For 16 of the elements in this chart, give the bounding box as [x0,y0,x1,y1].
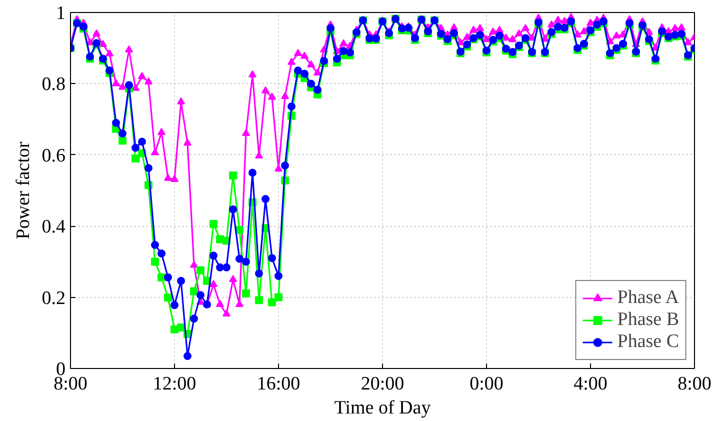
x-tick-label: 8:00 [678,374,712,394]
legend-label: Phase A [617,287,679,309]
x-tick-label: 0:00 [470,374,504,394]
y-tick-label: 0.4 [42,216,66,238]
y-tick-label: 0.6 [42,145,66,166]
x-tick-label: 20:00 [360,374,404,394]
y-tick-label: 0.2 [42,288,66,309]
y-axis-title: Power factor [12,141,34,240]
y-tick-label: 1 [56,3,66,24]
legend-label: Phase C [617,331,679,353]
x-tick-label: 16:00 [256,374,300,394]
legend-label: Phase B [617,309,679,331]
x-tick-label: 4:00 [574,374,608,394]
x-tick-label: 12:00 [152,374,196,394]
x-axis-title: Time of Day [334,398,432,418]
y-tick-label: 0.8 [42,74,66,96]
